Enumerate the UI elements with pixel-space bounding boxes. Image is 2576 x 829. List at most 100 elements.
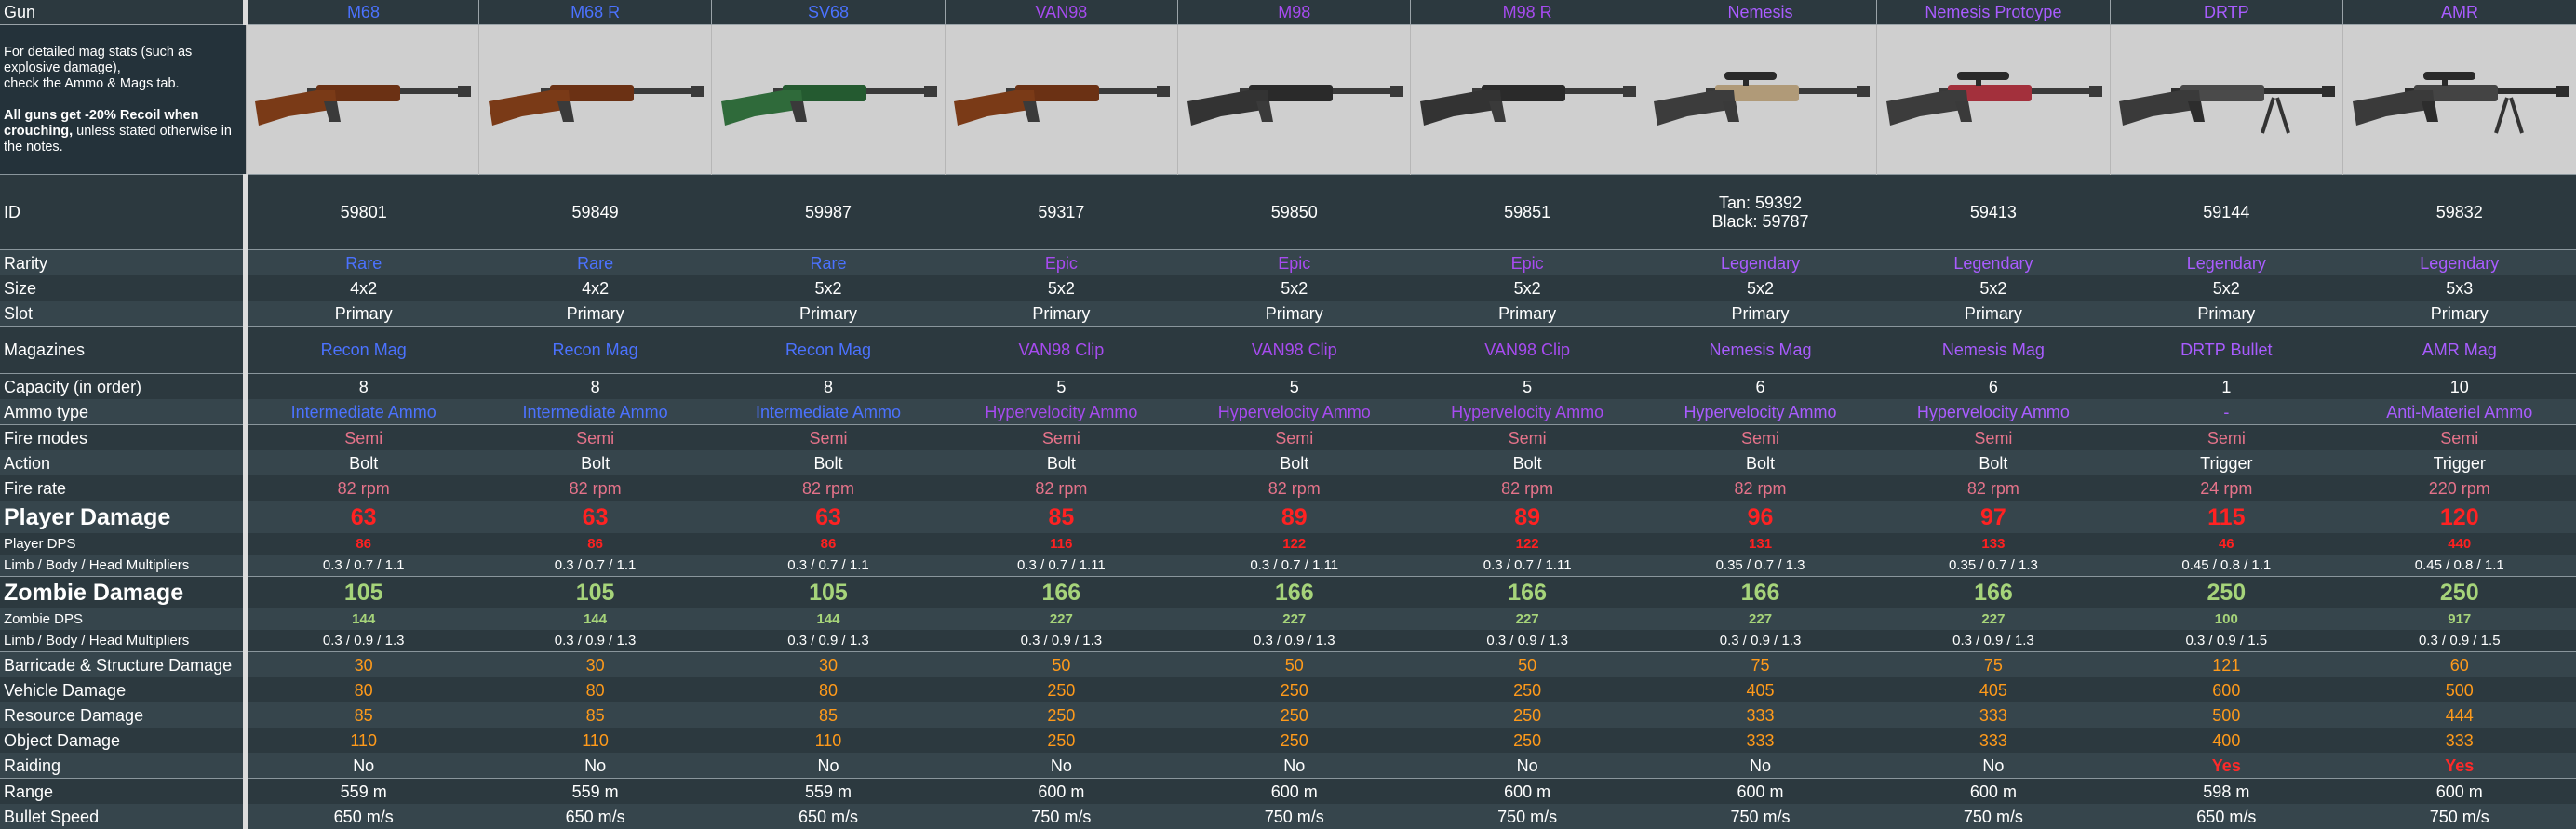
raiding-cell: No (246, 753, 479, 779)
rarity-cell: Legendary (1876, 249, 2111, 275)
label-player_mult: Limb / Body / Head Multipliers (0, 555, 248, 577)
zombie_damage-cell: 105 (478, 576, 712, 608)
raiding-cell: Yes (2342, 753, 2576, 779)
image-row: For detailed mag stats (such as explosiv… (0, 24, 2576, 175)
rarity-cell: Legendary (2342, 249, 2576, 275)
range-cell: 559 m (711, 778, 946, 804)
capacity-cell: 10 (2342, 373, 2576, 399)
id-cell: 59413 (1876, 174, 2111, 250)
object-cell: 333 (1876, 728, 2111, 753)
label-magazines: Magazines (0, 326, 248, 374)
zombie_dps-cell: 227 (1177, 608, 1411, 630)
player_dps-cell: 131 (1644, 533, 1877, 555)
barricade-cell: 75 (1644, 651, 1877, 677)
raiding-cell: No (478, 753, 712, 779)
label-id: ID (0, 174, 248, 250)
gun-image-black-rifle (1420, 85, 1637, 126)
label-range: Range (0, 778, 248, 804)
vehicle-cell: 600 (2110, 677, 2343, 702)
object-cell: 110 (711, 728, 946, 753)
slot-cell: Primary (246, 301, 479, 327)
resource-cell: 444 (2342, 702, 2576, 728)
note-line2: check the Ammo & Mags tab. (4, 75, 180, 91)
row-ammo: Ammo type Intermediate Ammo Intermediate A… (0, 399, 2576, 425)
fire_modes-cell: Semi (945, 424, 1178, 450)
player_mult-cell: 0.3 / 0.7 / 1.1 (246, 555, 479, 577)
vehicle-cell: 250 (945, 677, 1178, 702)
id-value: 59144 (2203, 203, 2250, 221)
magazines-cell: Recon Mag (246, 326, 479, 374)
gun-image-red-sniper (1885, 72, 2102, 126)
vehicle-cell: 405 (1876, 677, 2111, 702)
resource-cell: 500 (2110, 702, 2343, 728)
player_mult-cell: 0.45 / 0.8 / 1.1 (2110, 555, 2343, 577)
zombie_mult-cell: 0.3 / 0.9 / 1.5 (2110, 630, 2343, 652)
action-cell: Bolt (945, 450, 1178, 475)
bullet_speed-cell: 750 m/s (1644, 804, 1877, 829)
ammo-cell: - (2110, 399, 2343, 425)
player_mult-cell: 0.35 / 0.7 / 1.3 (1644, 555, 1877, 577)
zombie_damage-cell: 105 (711, 576, 946, 608)
row-player_mult: Limb / Body / Head Multipliers 0.3 / 0.7 … (0, 555, 2576, 577)
gun-image-amr-rifle (2353, 72, 2569, 134)
zombie_dps-cell: 100 (2110, 608, 2343, 630)
label-vehicle: Vehicle Damage (0, 677, 248, 702)
id-cell: Tan: 59392 Black: 59787 (1644, 174, 1877, 250)
slot-cell: Primary (1410, 301, 1644, 327)
id-value: 59832 (2435, 203, 2483, 221)
id-value-2: Black: 59787 (1711, 212, 1809, 231)
magazines-cell: DRTP Bullet (2110, 326, 2343, 374)
fire_modes-cell: Semi (478, 424, 712, 450)
fire_modes-cell: Semi (1876, 424, 2111, 450)
slot-cell: Primary (1644, 301, 1877, 327)
note-bold: All guns get -20% Recoil when crouching, (4, 107, 199, 139)
bullet_speed-cell: 750 m/s (1177, 804, 1411, 829)
id-cell: 59851 (1410, 174, 1644, 250)
row-bullet_speed: Bullet Speed 650 m/s 650 m/s 650 m/s 750 m/s… (0, 804, 2576, 829)
size-cell: 5x2 (945, 275, 1178, 301)
size-cell: 5x2 (711, 275, 946, 301)
gun-image-cell-8 (2109, 24, 2343, 175)
notes-cell: For detailed mag stats (such as explosiv… (0, 24, 246, 175)
gun-image-wood-rifle (255, 85, 472, 126)
range-cell: 559 m (478, 778, 712, 804)
barricade-cell: 75 (1876, 651, 2111, 677)
bullet_speed-cell: 750 m/s (945, 804, 1178, 829)
capacity-cell: 5 (1177, 373, 1411, 399)
range-cell: 598 m (2110, 778, 2343, 804)
gun-image-tan-sniper (1653, 72, 1870, 126)
id-value: 59851 (1504, 203, 1551, 221)
magazines-cell: Nemesis Mag (1876, 326, 2111, 374)
zombie_damage-cell: 250 (2342, 576, 2576, 608)
range-cell: 600 m (945, 778, 1178, 804)
object-cell: 250 (945, 728, 1178, 753)
zombie_mult-cell: 0.3 / 0.9 / 1.3 (1876, 630, 2111, 652)
resource-cell: 85 (246, 702, 479, 728)
player_dps-cell: 86 (478, 533, 712, 555)
player_damage-cell: 89 (1177, 501, 1411, 533)
bullet_speed-cell: 650 m/s (246, 804, 479, 829)
object-cell: 250 (1177, 728, 1411, 753)
fire_modes-cell: Semi (1644, 424, 1877, 450)
zombie_mult-cell: 0.3 / 0.9 / 1.3 (711, 630, 946, 652)
player_dps-cell: 86 (711, 533, 946, 555)
id-cell: 59801 (246, 174, 479, 250)
label-fire_modes: Fire modes (0, 424, 248, 450)
action-cell: Bolt (1644, 450, 1877, 475)
player_mult-cell: 0.3 / 0.7 / 1.1 (478, 555, 712, 577)
label-zombie_dps: Zombie DPS (0, 608, 248, 630)
ammo-cell: Anti-Materiel Ammo (2342, 399, 2576, 425)
vehicle-cell: 80 (711, 677, 946, 702)
resource-cell: 250 (1410, 702, 1644, 728)
label-fire_rate: Fire rate (0, 475, 248, 501)
barricade-cell: 30 (478, 651, 712, 677)
action-cell: Bolt (711, 450, 946, 475)
zombie_dps-cell: 144 (246, 608, 479, 630)
fire_modes-cell: Semi (1410, 424, 1644, 450)
gun-image-cell-7 (1876, 24, 2111, 175)
id-cell: 59144 (2110, 174, 2343, 250)
label-raiding: Raiding (0, 753, 248, 779)
action-cell: Trigger (2110, 450, 2343, 475)
zombie_dps-cell: 227 (945, 608, 1178, 630)
row-zombie_mult: Limb / Body / Head Multipliers 0.3 / 0.9 … (0, 630, 2576, 652)
